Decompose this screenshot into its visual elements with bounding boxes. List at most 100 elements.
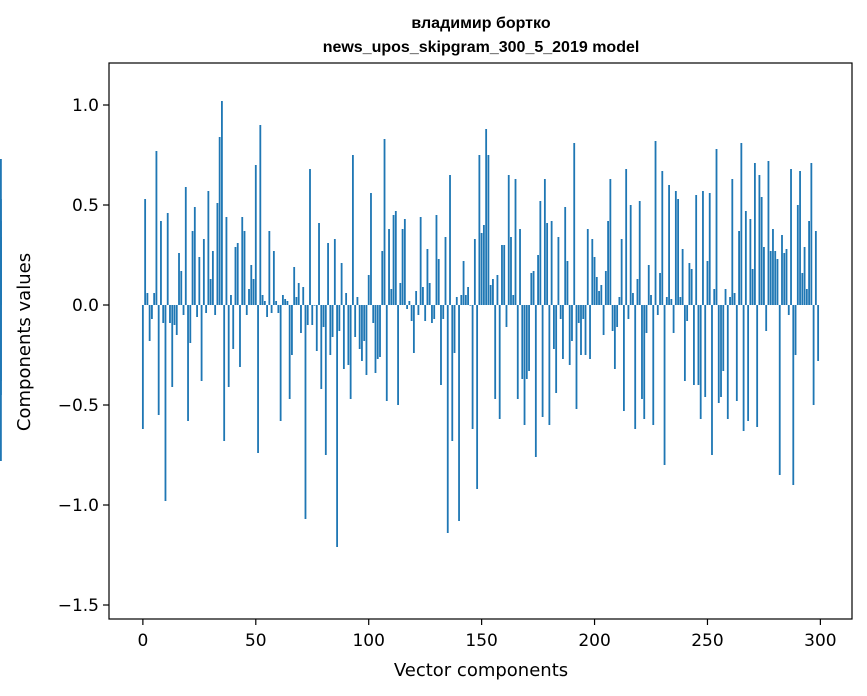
bar-component-230: [661, 171, 664, 305]
bar-component-51: [257, 305, 259, 453]
bar-component-15: [175, 305, 178, 335]
bar-component-100: [367, 275, 370, 305]
bar-component-125: [424, 305, 427, 321]
bar-component-75: [311, 305, 314, 325]
bar-component-187: [564, 207, 567, 305]
x-tick-label: 200: [578, 631, 610, 651]
bar-component-96: [358, 305, 361, 349]
bar-component-29: [207, 191, 210, 305]
x-tick-label: 300: [804, 631, 836, 651]
bar-component-24: [196, 305, 198, 317]
bar-component-222: [643, 305, 646, 419]
bar-component-107: [383, 139, 386, 305]
x-tick-label: 100: [352, 631, 384, 651]
bar-component-280: [774, 251, 777, 305]
bar-component-161: [505, 305, 508, 327]
bar-component-275: [763, 247, 765, 305]
bar-component-91: [347, 305, 350, 365]
bar-component-119: [410, 305, 413, 321]
bar-component-237: [677, 199, 680, 305]
bar-component-127: [428, 283, 431, 305]
y-tick-label: −1.5: [58, 596, 99, 616]
bar-component-135: [446, 305, 449, 533]
x-axis-ticks: 0 50 100 150 200 250 300: [137, 619, 837, 651]
bar-component-182: [552, 305, 555, 349]
bar-component-228: [656, 305, 659, 315]
bar-component-69: [297, 283, 300, 305]
bar-component-285: [785, 249, 788, 305]
bar-component-53: [261, 295, 264, 305]
bar-component-251: [708, 193, 711, 305]
bar-component-7: [157, 305, 160, 415]
bar-component-89: [342, 305, 345, 369]
bar-component-274: [760, 197, 763, 305]
bar-component-46: [245, 305, 248, 315]
bar-component-150: [480, 233, 483, 305]
bar-component-41: [234, 247, 237, 305]
bar-component-177: [541, 305, 544, 417]
bar-component-25: [198, 257, 201, 305]
bar-component-268: [747, 305, 750, 421]
bar-component-140: [458, 305, 460, 521]
bar-component-55: [266, 305, 268, 317]
bar-component-1: [144, 199, 147, 305]
bar-component-188: [566, 261, 569, 305]
bar-component-38: [227, 305, 230, 387]
bar-component-242: [688, 263, 691, 305]
bar-component-79: [320, 305, 323, 389]
bar-component-156: [494, 305, 497, 399]
bar-component-178: [543, 179, 546, 305]
bar-component-114: [399, 283, 402, 305]
bar-component-4: [151, 305, 153, 319]
bar-component-163: [510, 237, 512, 305]
bar-component-299: [817, 305, 820, 361]
bar-component-157: [496, 275, 499, 305]
bar-component-216: [629, 205, 632, 305]
bar-component-218: [634, 305, 637, 429]
bar-component-190: [571, 305, 573, 341]
bar-component-43: [239, 305, 241, 367]
bar-component-19: [184, 187, 187, 305]
bar-component-248: [702, 191, 704, 305]
bar-component-2: [146, 293, 149, 305]
bar-component-142: [462, 261, 465, 305]
bar-component-12: [169, 305, 171, 323]
bar-component-265: [740, 143, 743, 305]
bar-component-295: [808, 221, 810, 305]
bar-component-225: [650, 295, 652, 305]
bar-component-298: [814, 231, 817, 305]
bar-component-10: [164, 305, 167, 501]
x-tick-label: 250: [691, 631, 723, 651]
bar-component-36: [223, 305, 226, 441]
bar-component-164: [512, 295, 515, 305]
bar-component-229: [659, 273, 661, 305]
bar-component-147: [473, 239, 476, 305]
bar-component-106: [381, 251, 384, 305]
bar-component-68: [295, 297, 298, 305]
bar-component-292: [801, 273, 804, 305]
bar-component-250: [706, 261, 709, 305]
bar-component-5: [153, 293, 156, 305]
bar-component-88: [340, 263, 343, 305]
bar-component-56: [268, 231, 271, 305]
bar-component-270: [751, 269, 754, 305]
bar-component-289: [794, 305, 797, 355]
bar-component-278: [769, 251, 772, 305]
bar-component-198: [589, 305, 591, 359]
y-axis-label: Components values: [14, 253, 35, 431]
bar-component-3: [148, 305, 151, 341]
bar-component-215: [627, 305, 630, 319]
bar-component-273: [758, 175, 761, 305]
bar-component-181: [550, 221, 553, 305]
y-tick-label: −1.0: [58, 496, 99, 516]
bar-component-260: [729, 297, 731, 305]
bar-component-22: [191, 231, 194, 305]
bar-component-20: [187, 305, 189, 421]
bar-component-240: [683, 305, 686, 381]
bar-component-160: [503, 245, 506, 305]
bar-component-59: [275, 301, 278, 305]
bar-component-18: [182, 305, 185, 315]
bar-component-193: [577, 305, 580, 323]
bar-component-168: [521, 305, 524, 379]
